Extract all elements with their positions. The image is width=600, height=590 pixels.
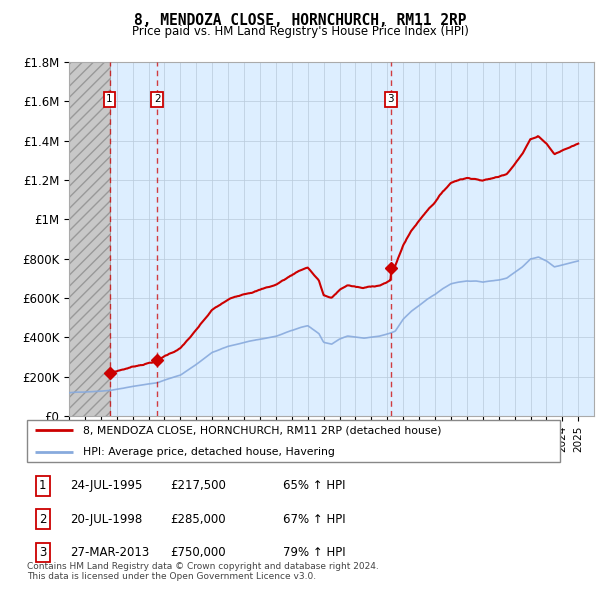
Text: 1: 1	[39, 479, 47, 492]
Text: £217,500: £217,500	[170, 479, 226, 492]
Text: Price paid vs. HM Land Registry's House Price Index (HPI): Price paid vs. HM Land Registry's House …	[131, 25, 469, 38]
Text: 8, MENDOZA CLOSE, HORNCHURCH, RM11 2RP: 8, MENDOZA CLOSE, HORNCHURCH, RM11 2RP	[134, 13, 466, 28]
Text: 67% ↑ HPI: 67% ↑ HPI	[283, 513, 346, 526]
Text: £285,000: £285,000	[170, 513, 226, 526]
Text: 24-JUL-1995: 24-JUL-1995	[70, 479, 142, 492]
Text: HPI: Average price, detached house, Havering: HPI: Average price, detached house, Have…	[83, 447, 335, 457]
Text: 1: 1	[106, 94, 113, 104]
Text: 2: 2	[39, 513, 47, 526]
Bar	[69, 62, 110, 416]
Text: 79% ↑ HPI: 79% ↑ HPI	[283, 546, 346, 559]
Text: 20-JUL-1998: 20-JUL-1998	[70, 513, 142, 526]
Text: 65% ↑ HPI: 65% ↑ HPI	[283, 479, 346, 492]
Text: £750,000: £750,000	[170, 546, 226, 559]
FancyBboxPatch shape	[27, 420, 560, 463]
Text: Contains HM Land Registry data © Crown copyright and database right 2024.
This d: Contains HM Land Registry data © Crown c…	[27, 562, 379, 581]
Text: 3: 3	[39, 546, 47, 559]
Text: 3: 3	[388, 94, 394, 104]
Text: 2: 2	[154, 94, 161, 104]
Text: 8, MENDOZA CLOSE, HORNCHURCH, RM11 2RP (detached house): 8, MENDOZA CLOSE, HORNCHURCH, RM11 2RP (…	[83, 425, 442, 435]
Text: 27-MAR-2013: 27-MAR-2013	[70, 546, 149, 559]
